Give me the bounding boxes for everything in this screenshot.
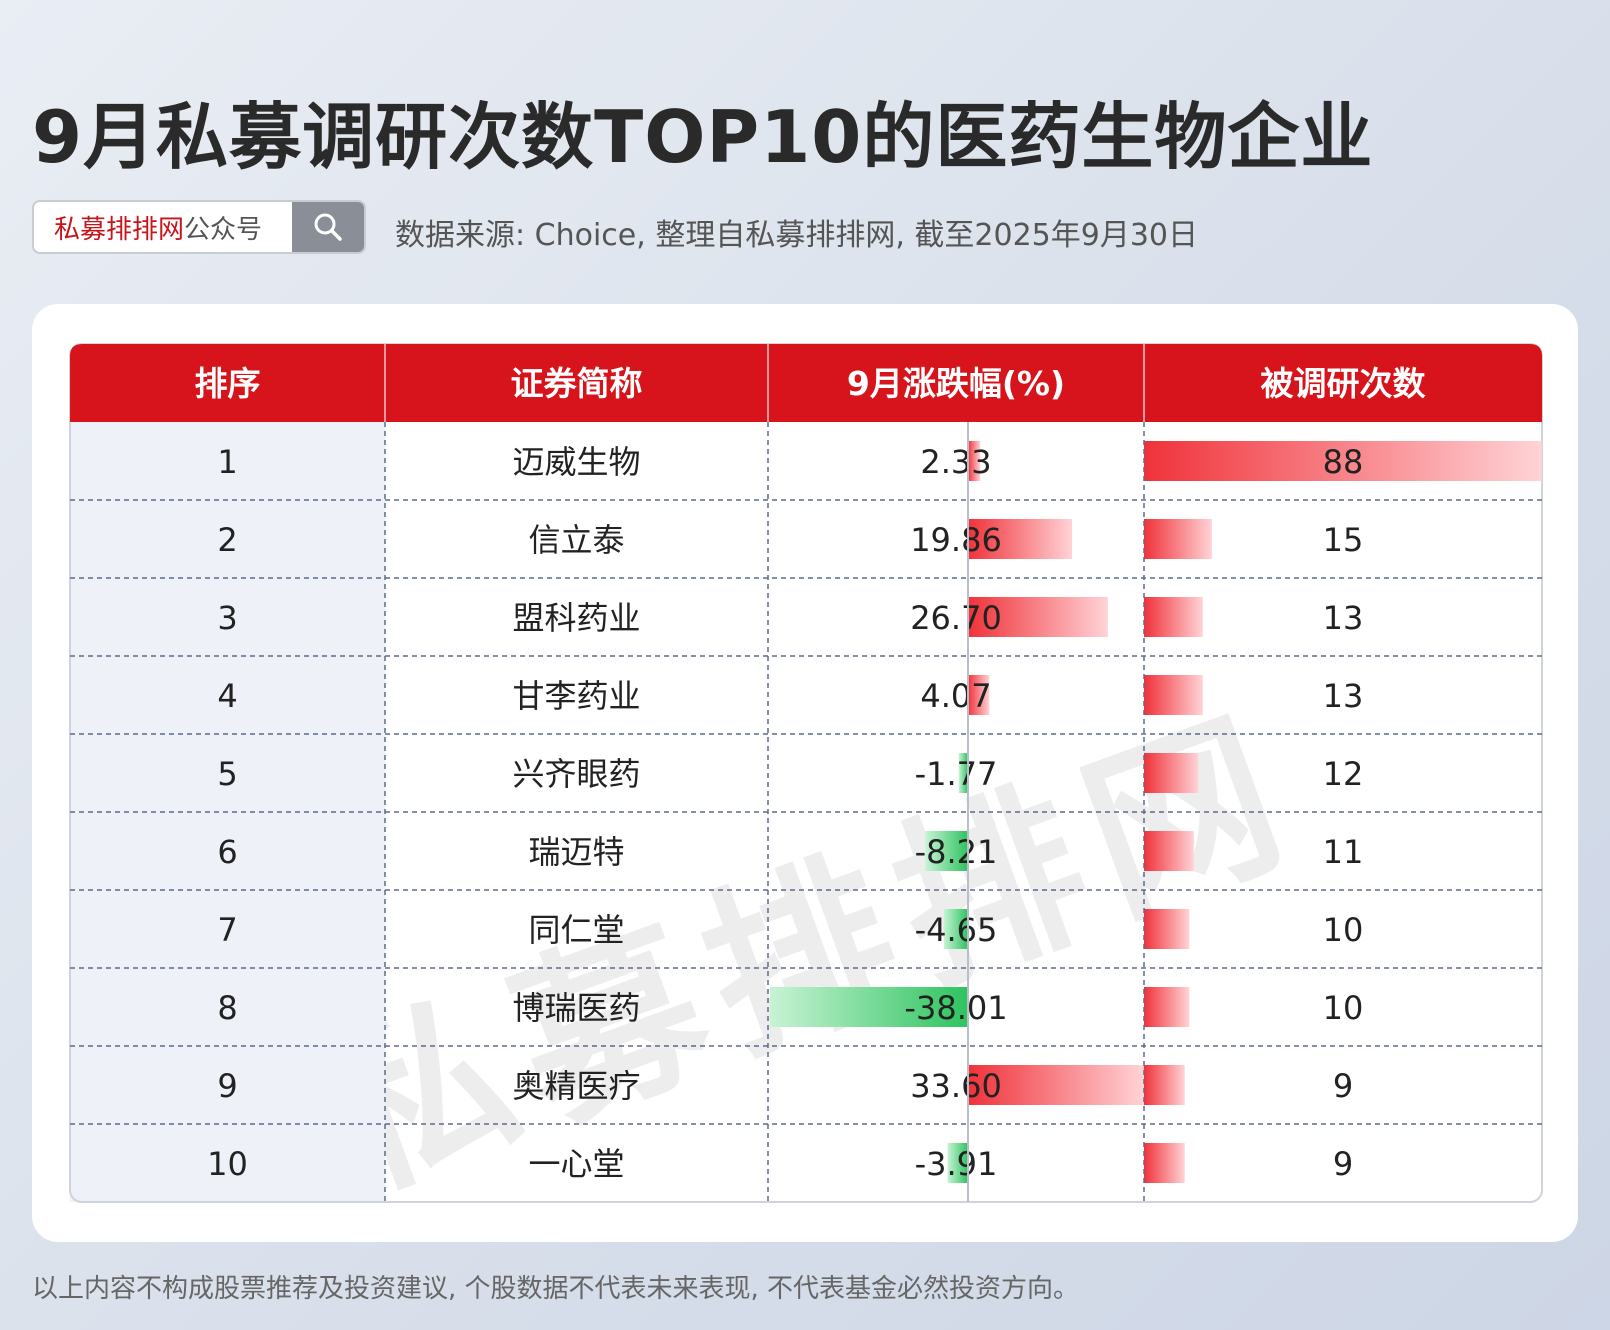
count-label: 12 [1323, 755, 1364, 793]
change-label: -1.77 [915, 755, 998, 793]
count-bar [1144, 987, 1190, 1027]
disclaimer: 以上内容不构成股票推荐及投资建议, 个股数据不代表未来表现, 不代表基金必然投资… [32, 1274, 1080, 1304]
change-bar [770, 987, 968, 1027]
change-bar [968, 675, 990, 715]
column-header: 排序 [195, 364, 261, 403]
rank-cell: 10 [207, 1145, 248, 1183]
name-cell: 奥精医疗 [512, 1067, 640, 1105]
count-label: 10 [1323, 911, 1364, 949]
table-row: 9 奥精医疗 33.60 9 [217, 1065, 1353, 1105]
table-header-bg [70, 344, 1542, 422]
rank-cell: 1 [217, 443, 237, 481]
name-cell: 一心堂 [528, 1145, 624, 1183]
change-label: 26.70 [910, 599, 1002, 637]
page-title: 9月私募调研次数TOP10的医药生物企业 [32, 95, 1374, 179]
rank-cell: 7 [217, 911, 237, 949]
table-row: 4 甘李药业 4.07 13 [217, 675, 1363, 715]
change-label: 33.60 [910, 1067, 1002, 1105]
count-bar [1144, 519, 1212, 559]
count-bar [1144, 831, 1194, 871]
column-header: 9月涨跌幅(%) [847, 364, 1065, 403]
count-label: 11 [1323, 833, 1364, 871]
table-row: 10 一心堂 -3.91 9 [207, 1143, 1353, 1183]
table-row: 2 信立泰 19.86 15 [217, 519, 1363, 559]
count-label: 9 [1333, 1145, 1353, 1183]
count-label: 15 [1323, 521, 1364, 559]
table-row: 5 兴齐眼药 -1.77 12 [217, 753, 1363, 793]
rank-cell: 6 [217, 833, 237, 871]
change-bar [958, 753, 968, 793]
rank-cell: 4 [217, 677, 237, 715]
name-cell: 兴齐眼药 [512, 755, 640, 793]
change-bar [968, 519, 1073, 559]
change-label: 19.86 [910, 521, 1002, 559]
table-row: 6 瑞迈特 -8.21 11 [217, 831, 1363, 871]
column-header: 证券简称 [511, 364, 643, 403]
change-bar [968, 441, 981, 481]
search-icon [314, 213, 342, 241]
count-bar [1144, 909, 1190, 949]
search-brand: 私募排排网 [54, 214, 185, 245]
change-label: -4.65 [915, 911, 998, 949]
name-cell: 信立泰 [528, 521, 624, 559]
change-label: 2.33 [920, 443, 991, 481]
change-label: -3.91 [915, 1145, 998, 1183]
rank-cell: 9 [217, 1067, 237, 1105]
change-label: 4.07 [920, 677, 991, 715]
name-cell: 甘李药业 [512, 677, 640, 715]
change-label: -8.21 [915, 833, 998, 871]
rank-cell: 8 [217, 989, 237, 1027]
name-cell: 博瑞医药 [512, 989, 640, 1027]
table-row: 7 同仁堂 -4.65 10 [217, 909, 1363, 949]
count-label: 13 [1323, 599, 1364, 637]
count-bar [1144, 1143, 1185, 1183]
count-bar [1144, 675, 1203, 715]
table-row: 3 盟科药业 26.70 13 [217, 597, 1363, 637]
count-label: 88 [1323, 443, 1364, 481]
search-box[interactable]: 私募排排网公众号 [32, 200, 366, 254]
table-row: 8 博瑞医药 -38.01 10 [217, 987, 1363, 1027]
count-label: 9 [1333, 1067, 1353, 1105]
name-cell: 瑞迈特 [528, 833, 624, 871]
change-label: -38.01 [904, 989, 1007, 1027]
rank-cell: 2 [217, 521, 237, 559]
count-bar [1144, 441, 1542, 481]
search-label: 私募排排网公众号 [34, 209, 292, 246]
name-cell: 迈威生物 [512, 443, 640, 481]
change-bar [947, 1143, 968, 1183]
search-button[interactable] [292, 202, 364, 252]
count-bar [1144, 597, 1203, 637]
count-label: 13 [1323, 677, 1364, 715]
count-bar [1144, 1065, 1185, 1105]
rank-cell: 3 [217, 599, 237, 637]
count-bar [1144, 753, 1199, 793]
change-bar [968, 597, 1108, 637]
change-bar [943, 909, 968, 949]
change-bar [925, 831, 968, 871]
change-bar [968, 1065, 1144, 1105]
table-row: 1 迈威生物 2.33 88 [217, 441, 1542, 481]
rank-cell: 5 [217, 755, 237, 793]
name-cell: 盟科药业 [512, 599, 640, 637]
search-suffix: 公众号 [184, 214, 263, 245]
column-header: 被调研次数 [1261, 364, 1427, 403]
name-cell: 同仁堂 [528, 911, 624, 949]
count-label: 10 [1323, 989, 1364, 1027]
data-source: 数据来源: Choice, 整理自私募排排网, 截至2025年9月30日 [395, 218, 1198, 253]
